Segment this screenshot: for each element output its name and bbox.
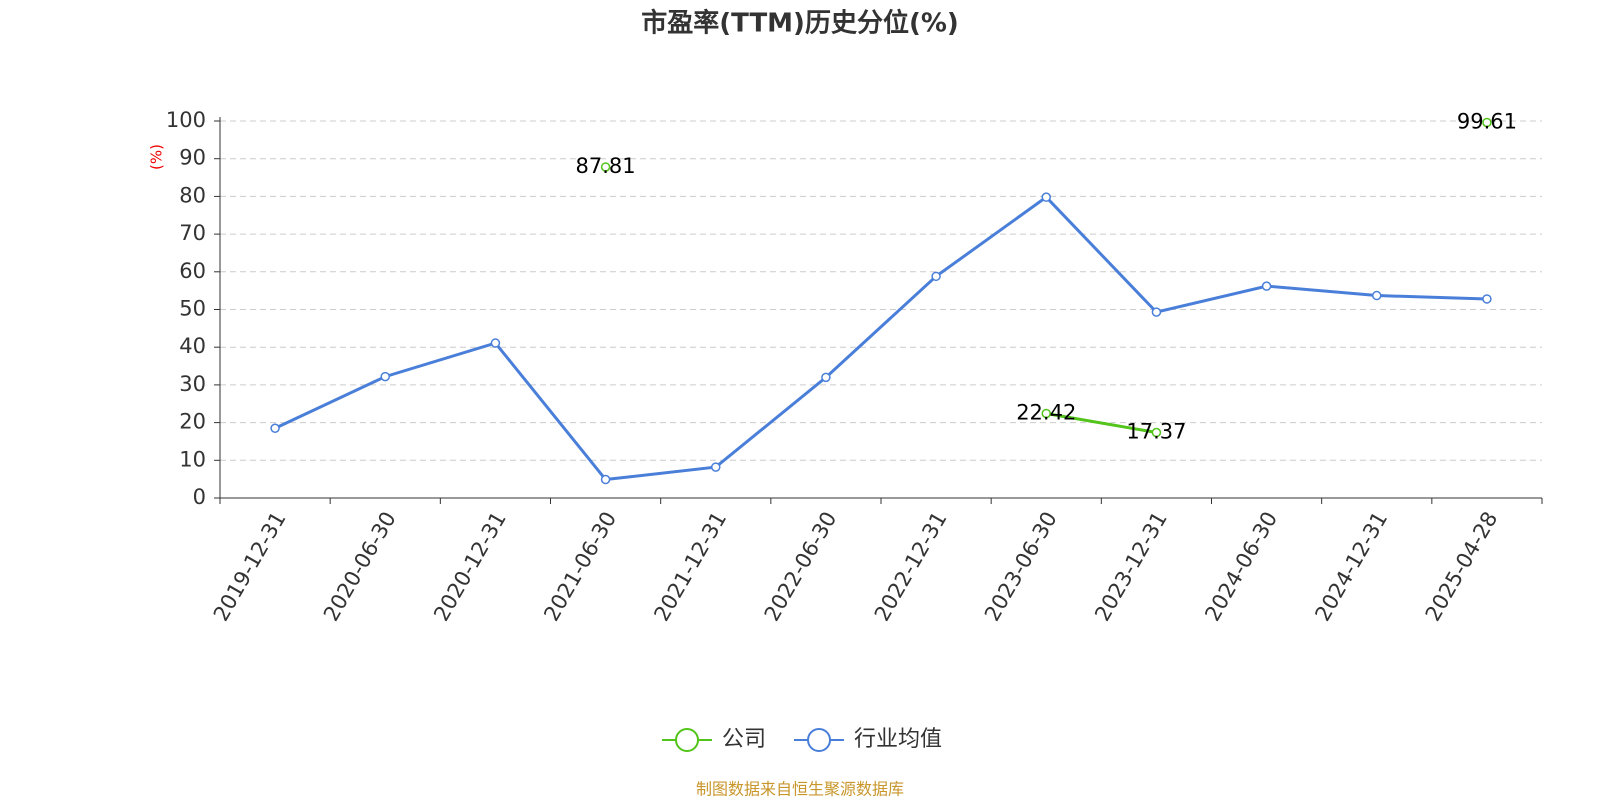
source-note: 制图数据来自恒生聚源数据库	[696, 780, 904, 799]
legend-label: 行业均值	[854, 727, 942, 752]
series-line	[1046, 122, 1487, 432]
x-tick-label: 2021-12-31	[649, 508, 731, 626]
data-label: 87.81	[576, 154, 636, 178]
data-point	[711, 462, 721, 472]
y-tick-label: 20	[179, 410, 206, 434]
data-point	[600, 474, 611, 485]
data-point	[1041, 408, 1051, 419]
data-point	[1372, 290, 1382, 301]
y-tick-label: 60	[179, 259, 206, 283]
y-tick-label: 30	[179, 372, 206, 396]
legend-marker	[807, 728, 832, 752]
data-point	[1041, 192, 1051, 202]
legend-label: 公司	[722, 727, 766, 752]
x-tick-label: 2022-12-31	[870, 508, 952, 626]
y-tick-label: 80	[179, 183, 206, 207]
data-label: 17.37	[1126, 420, 1186, 444]
y-axis-label: (%)	[148, 144, 166, 170]
x-tick-label: 2020-12-31	[429, 508, 511, 626]
x-tick-label: 2022-06-30	[760, 508, 842, 626]
y-tick-label: 40	[179, 334, 206, 358]
data-point	[600, 162, 611, 172]
legend-marker	[675, 728, 699, 752]
x-tick-label: 2023-12-31	[1090, 508, 1172, 626]
data-point	[490, 338, 501, 348]
data-label: 22.42	[1016, 400, 1076, 424]
data-label: 99.61	[1457, 109, 1517, 133]
x-tick-label: 2024-06-30	[1200, 508, 1282, 626]
y-tick-label: 90	[179, 146, 206, 170]
chart-title: 市盈率(TTM)历史分位(%)	[641, 8, 959, 39]
data-point	[931, 271, 941, 282]
x-tick-label: 2024-12-31	[1310, 508, 1392, 626]
data-point	[821, 372, 831, 383]
data-point	[1151, 427, 1162, 438]
series-line	[274, 195, 1487, 482]
y-tick-label: 10	[179, 447, 206, 471]
x-tick-label: 2020-06-30	[319, 508, 401, 626]
data-point	[1482, 294, 1492, 304]
data-point	[1151, 307, 1162, 317]
x-tick-label: 2021-06-30	[539, 508, 621, 626]
data-point	[380, 371, 390, 382]
data-point	[1261, 281, 1272, 291]
data-point	[1482, 117, 1492, 128]
x-tick-label: 2019-12-31	[209, 508, 291, 626]
y-tick-label: 50	[179, 297, 206, 321]
data-point	[270, 423, 280, 434]
x-tick-label: 2023-06-30	[980, 508, 1062, 626]
y-tick-label: 70	[179, 221, 206, 245]
y-tick-label: 0	[193, 485, 206, 509]
y-tick-label: 100	[166, 108, 206, 132]
x-tick-label: 2025-04-28	[1421, 508, 1503, 626]
